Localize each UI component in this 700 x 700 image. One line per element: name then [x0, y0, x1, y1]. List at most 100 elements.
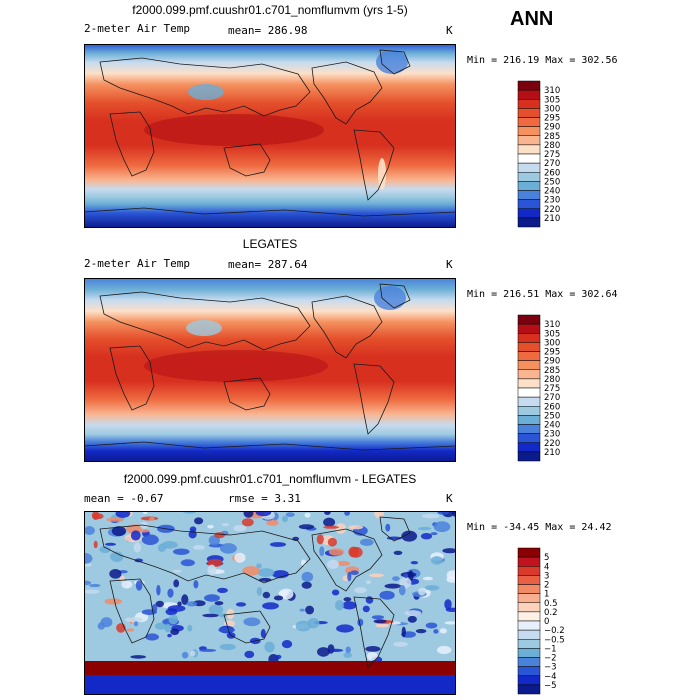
colorbar-swatch: [517, 162, 541, 173]
diff-texture-blob: [323, 525, 340, 529]
diff-texture-blob: [301, 581, 312, 589]
diff-texture-blob: [316, 534, 324, 545]
diff-texture-blob: [444, 599, 452, 610]
diff-texture-blob: [167, 588, 174, 598]
colorbar-swatch: [517, 675, 541, 686]
diff-texture-blob: [136, 529, 151, 533]
colorbar-swatch: [517, 217, 541, 228]
diff-texture-blob: [130, 655, 146, 659]
colorbar-label: 250: [544, 177, 560, 187]
panel-1-variable-label: 2-meter Air Temp: [84, 22, 190, 35]
diff-texture-blob: [106, 517, 124, 522]
diff-texture-blob: [256, 586, 263, 596]
colorbar-swatch: [517, 451, 541, 462]
diff-texture-blob: [234, 552, 246, 563]
panel-3-map: [84, 511, 456, 695]
diff-texture-blob: [84, 526, 95, 535]
diff-texture-blob: [156, 584, 161, 596]
diff-texture-blob: [384, 583, 402, 589]
colorbar-swatch: [517, 323, 541, 334]
colorbar-label: −0.2: [544, 626, 565, 636]
colorbar-swatch: [517, 547, 541, 558]
diff-texture-blob: [393, 641, 408, 647]
diff-texture-blob: [167, 633, 172, 638]
diff-texture-blob: [192, 545, 205, 550]
diff-texture-blob: [273, 595, 284, 601]
diff-texture-blob: [328, 648, 344, 652]
colorbar-swatch: [517, 208, 541, 219]
diff-texture-blob: [84, 563, 92, 567]
diff-texture-blob: [126, 628, 135, 632]
colorbar-label: −2: [544, 654, 557, 664]
colorbar-swatch: [517, 657, 541, 667]
diff-texture-blob: [401, 626, 406, 638]
colorbar-label: −1: [544, 644, 557, 654]
panel-3-rmse-label: rmse = 3.31: [228, 492, 301, 505]
colorbar-swatch: [517, 396, 541, 407]
diff-texture-blob: [299, 608, 305, 612]
diff-texture-blob: [199, 648, 217, 652]
diff-texture-blob: [155, 600, 164, 608]
panel-2-mean-label: mean= 287.64: [228, 258, 308, 271]
diff-texture-blob: [93, 540, 98, 549]
colorbar-label: 285: [544, 132, 560, 142]
panel-2-coastlines: [84, 283, 456, 451]
panel-2-variable-label: 2-meter Air Temp: [84, 257, 190, 270]
diff-texture-blob: [125, 617, 143, 623]
diff-texture-blob: [392, 576, 400, 581]
diff-texture-blob: [393, 550, 403, 555]
colorbar-label: 240: [544, 421, 560, 431]
colorbar-label: 0.2: [544, 608, 558, 618]
diff-texture-blob: [279, 588, 294, 600]
diff-texture-blob: [99, 545, 111, 554]
colorbar-swatch: [517, 602, 541, 613]
diff-texture-blob: [331, 589, 340, 596]
diff-texture-blob: [398, 585, 406, 596]
diff-texture-blob: [84, 589, 100, 594]
colorbar-label: 3: [544, 571, 549, 581]
diff-texture-blob: [173, 579, 180, 588]
diff-texture-blob: [281, 515, 289, 523]
colorbar-label: 305: [544, 329, 560, 339]
colorbar-label: 210: [544, 448, 560, 458]
diff-texture-blob: [256, 563, 262, 569]
diff-texture-blob: [415, 629, 427, 634]
diff-texture-blob: [109, 569, 122, 579]
diff-texture-blob: [219, 643, 236, 651]
diff-texture-blob: [243, 617, 261, 627]
diff-texture-blob: [371, 615, 384, 620]
diff-texture-blob: [208, 604, 224, 615]
diff-texture-blob: [193, 580, 199, 589]
diff-texture-blob: [133, 542, 142, 553]
colorbar-swatch: [517, 387, 541, 398]
panel-3-mean-label: mean = -0.67: [84, 492, 164, 505]
colorbar-swatch: [517, 80, 541, 91]
diff-texture-blob: [403, 573, 409, 579]
panel-1-coastlines: [84, 49, 456, 217]
season-label: ANN: [510, 8, 554, 30]
diff-texture-blob: [241, 518, 254, 527]
diff-texture-blob: [173, 548, 190, 555]
diff-texture-blob: [335, 523, 347, 534]
colorbar-swatch: [517, 108, 541, 118]
diff-texture-blob: [115, 511, 131, 518]
diff-texture-blob: [327, 559, 339, 569]
colorbar-swatch: [517, 190, 541, 200]
diff-texture-blob: [323, 517, 336, 527]
diff-texture-blob: [110, 551, 124, 563]
diff-texture-blob: [417, 526, 432, 531]
diff-texture-blob: [262, 591, 271, 599]
diff-texture-blob: [365, 596, 374, 604]
diff-texture-blob: [233, 525, 247, 532]
diff-texture-blob: [194, 517, 204, 525]
colorbar-swatch: [517, 566, 541, 576]
diff-texture-blob: [242, 566, 261, 576]
panel-1-units: K: [446, 24, 453, 37]
colorbar-swatch: [517, 99, 541, 109]
colorbar-label: −0.5: [544, 635, 565, 645]
panel-2-warm-pool: [144, 350, 328, 382]
diff-texture-blob: [446, 570, 456, 580]
diff-texture-blob: [204, 594, 220, 602]
colorbar-swatch: [517, 415, 541, 425]
